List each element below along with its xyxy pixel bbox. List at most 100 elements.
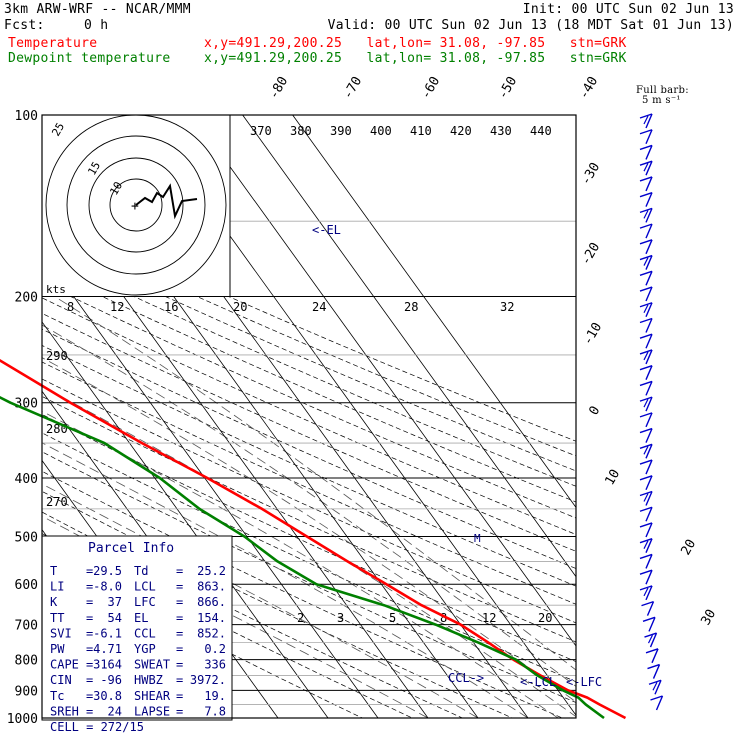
wind-barb: [643, 587, 649, 597]
isotherm-label: -10: [580, 320, 605, 348]
annotation-m: M: [474, 532, 481, 545]
wind-barbs: [639, 113, 664, 711]
parcel-label: T: [50, 564, 57, 578]
pressure-label: 800: [15, 654, 38, 669]
parcel-eq: =: [176, 704, 183, 718]
parcel-label: K: [50, 595, 58, 609]
parcel-label: SHEAR: [134, 689, 171, 703]
parcel-value: 336: [204, 658, 226, 672]
parcel-value: -6.1: [93, 626, 122, 640]
pressure-label: 500: [15, 530, 38, 545]
wind-barb: [654, 679, 662, 695]
wind-barb: [655, 695, 664, 711]
isotherm-label: 30: [698, 607, 719, 628]
wind-barb: [645, 475, 653, 491]
parcel-info-title: Parcel Info: [88, 541, 174, 556]
pressure-label: 100: [15, 109, 38, 124]
parcel-label: TT: [50, 611, 64, 625]
pressure-label: 900: [15, 684, 38, 699]
parcel-eq: =: [176, 611, 183, 625]
parcel-label: PW: [50, 642, 65, 656]
hodograph-ring: [88, 157, 184, 253]
wind-barb: [645, 428, 653, 443]
parcel-value: -96: [100, 673, 122, 687]
parcel-value: 37: [108, 595, 122, 609]
parcel-label: LI: [50, 580, 64, 594]
valid-time: Valid: 00 UTC Sun 02 Jun 13 (18 MDT Sat …: [327, 18, 734, 33]
wind-barb: [639, 396, 653, 402]
wind-barb: [645, 286, 653, 302]
hodograph-speed-label: 24: [312, 300, 326, 314]
annotation-el: <-EL: [312, 223, 341, 237]
wind-barb: [639, 239, 653, 245]
wind-barb: [639, 380, 653, 387]
hodograph-speed-label: 32: [500, 300, 514, 314]
parcel-label: EL: [134, 611, 148, 625]
wind-barb: [643, 446, 649, 455]
wind-barb: [639, 365, 653, 371]
mixing-ratio-label: 20: [538, 611, 552, 625]
hodograph-ring: [109, 178, 163, 232]
annotation-lfc: <-LFC: [566, 675, 602, 689]
wind-barb: [651, 648, 659, 664]
forecast-hour: 0 h: [84, 18, 109, 33]
mixing-ratio-label: 2: [297, 611, 304, 625]
parcel-value: 3164: [93, 658, 122, 672]
isotherm-label: -40: [576, 74, 601, 102]
parcel-eq: =: [86, 611, 93, 625]
wind-barb: [639, 522, 653, 528]
wind-barb: [639, 569, 653, 575]
thetae-label: 270: [46, 495, 68, 509]
parcel-label: SREH: [50, 704, 79, 718]
parcel-value: -8.0: [93, 580, 122, 594]
wind-barb: [639, 302, 653, 308]
wind-barb: [639, 191, 653, 198]
wind-barb: [639, 129, 653, 135]
wind-barb: [645, 302, 653, 318]
wind-barb: [643, 351, 649, 361]
wind-barb: [645, 333, 653, 349]
wind-barb: [639, 254, 653, 261]
parcel-label: LCL: [134, 580, 156, 594]
wind-barb: [643, 162, 649, 172]
hodograph-units: kts: [46, 283, 66, 296]
theta-label: 390: [330, 124, 352, 138]
wind-barb: [645, 396, 653, 412]
isotherm-label: 0: [586, 404, 603, 418]
hodograph-bg: [42, 115, 230, 296]
annotation-lcl: <-LCL: [520, 675, 556, 689]
wind-barb: [645, 223, 653, 239]
wind-barb: [641, 600, 654, 607]
wind-barb: [639, 427, 653, 434]
theta-label: 410: [410, 124, 432, 138]
isotherm-label: -30: [578, 160, 603, 188]
isotherm-label: -80: [266, 74, 291, 102]
wind-barb: [643, 257, 649, 266]
wind-barb: [645, 522, 653, 538]
parcel-label: SVI: [50, 626, 72, 640]
wind-barb: [639, 412, 653, 418]
wind-barb: [648, 679, 662, 685]
wind-barb: [639, 176, 653, 182]
parcel-value: 29.5: [93, 564, 122, 578]
parcel-eq: =: [176, 564, 183, 578]
parcel-value: 3972.: [190, 673, 226, 687]
parcel-eq: =: [176, 689, 183, 703]
parcel-value: 54: [108, 611, 122, 625]
parcel-eq: =: [86, 689, 93, 703]
parcel-eq: =: [86, 673, 93, 687]
theta-label: 420: [450, 124, 472, 138]
wind-barb: [644, 632, 657, 638]
hodograph-ring: [66, 135, 206, 275]
parcel-eq: =: [176, 642, 183, 656]
wind-barb: [639, 286, 653, 292]
isotherm: [42, 251, 379, 718]
wind-barb: [645, 365, 653, 380]
wind-barb: [652, 682, 658, 691]
wind-barb: [645, 538, 653, 553]
wind-barb: [642, 616, 656, 623]
wind-barb: [650, 695, 663, 701]
parcel-label: Td: [134, 564, 148, 578]
